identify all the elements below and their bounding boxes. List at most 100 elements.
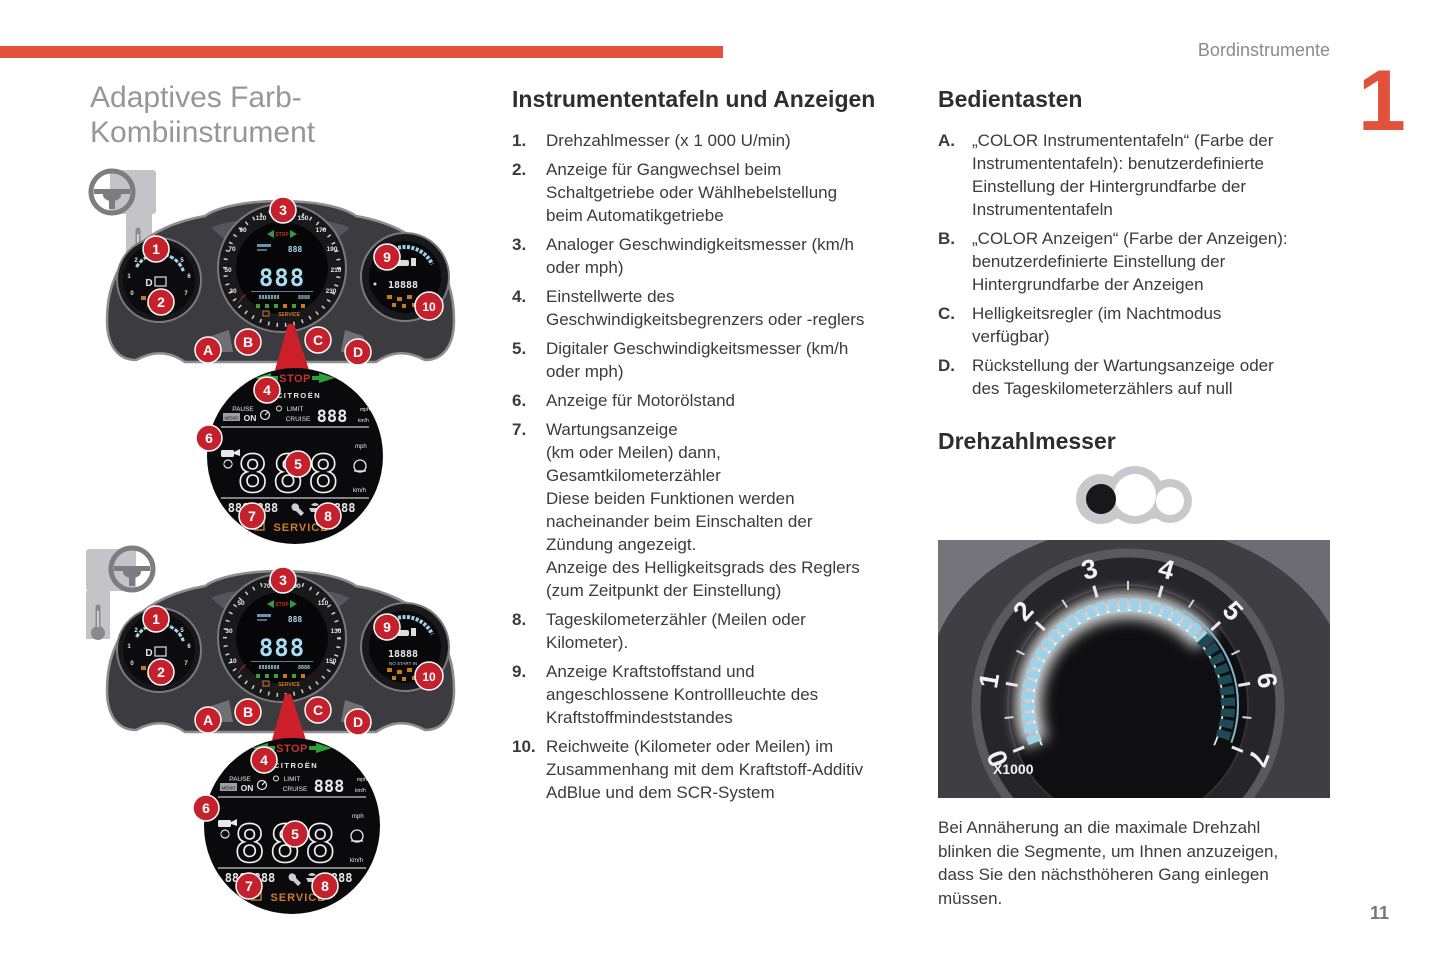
- cluster-pictogram-icon: [1076, 466, 1192, 524]
- central-display-zoom-night: STOP CITROËN PAUSE MEMO ON LIMIT CRUISE …: [192, 694, 380, 914]
- list-item: 7. Wartungsanzeige (km oder Meilen) dann,…: [512, 418, 912, 602]
- digital-speed-digits: 888: [237, 445, 343, 505]
- unit-mph: mph: [355, 444, 367, 450]
- svg-text:B: B: [243, 704, 253, 720]
- callout-badges: 1 2 3 9 10 A B C D: [142, 196, 444, 366]
- thermometer-icon: [91, 604, 105, 640]
- callout-7: 7: [238, 502, 266, 530]
- page-number: 11: [1370, 903, 1390, 923]
- housing-highlight-right: [1223, 540, 1330, 625]
- wrench-icon: [262, 310, 270, 317]
- cluster-pictogram-wrap: [938, 465, 1334, 534]
- callout-3: 3: [269, 566, 297, 594]
- list-item-number: 5.: [512, 339, 527, 358]
- steering-wheel-icon: [88, 168, 136, 216]
- list-item: B. „COLOR Anzeigen“ (Farbe der Anzeigen):…: [938, 227, 1334, 296]
- cluster-speedo-dial: 30 50 70 90 110 130 150 170 190 210 230 …: [217, 203, 347, 333]
- odometer-digits-small: 8888888: [258, 665, 279, 671]
- callout-2: 2: [147, 288, 175, 316]
- list-item-text: Einstellwerte des Geschwindigkeitsbegren…: [546, 287, 865, 329]
- list-item-text: Tageskilometerzähler (Meilen oder Kilome…: [546, 610, 806, 652]
- speed-tick-label: 110: [318, 600, 329, 607]
- rpm-tick-label: 0: [130, 291, 134, 297]
- range-digits: 18888: [388, 280, 418, 291]
- svg-text:5: 5: [291, 826, 299, 842]
- svg-text:2: 2: [157, 664, 165, 680]
- callout-8: 8: [311, 872, 339, 900]
- callout-C: C: [304, 696, 332, 724]
- svg-text:D: D: [353, 714, 363, 730]
- callout-8: 8: [314, 502, 342, 530]
- callout-6: 6: [192, 794, 220, 822]
- list-item-number: 3.: [512, 235, 527, 254]
- callout-A: A: [194, 336, 222, 364]
- major-ticks: [1005, 585, 1251, 753]
- rpm-tick-label: 2: [134, 258, 138, 264]
- top-accent-bar: [0, 46, 723, 58]
- stop-label: STOP: [275, 602, 289, 608]
- callout-5: 5: [284, 450, 312, 478]
- callout-3: 3: [269, 196, 297, 224]
- limiter-dial-icon: [259, 409, 271, 421]
- list-item-number: 7.: [512, 420, 527, 439]
- limit-label: LIMIT: [284, 776, 301, 783]
- callout-4: 4: [253, 376, 281, 404]
- cruise-limit-row: PAUSE MEMO ON LIMIT CRUISE 888 mph km/h: [223, 405, 370, 427]
- list-item-text: Helligkeitsregler (im Nachtmodus verfügb…: [972, 304, 1222, 346]
- fuel-gauge-arc: [375, 615, 435, 636]
- housing-highlight-left: [938, 540, 1048, 635]
- unit-kmh: km/h: [353, 488, 366, 494]
- rpm-tick-label: 5: [180, 258, 184, 264]
- speed-tick-label: 130: [331, 628, 342, 635]
- svg-text:8: 8: [324, 508, 332, 524]
- range-digits: 18888: [388, 649, 418, 660]
- cluster-rpm-dial: 0 1 2 3 4 5 6 7 D: [116, 607, 202, 693]
- speed-tick-label: 30: [229, 288, 237, 295]
- rpm-tick-label: 0: [130, 661, 134, 667]
- svg-text:3: 3: [279, 572, 287, 588]
- list-item-letter: D.: [938, 356, 955, 375]
- brand-label: CITROËN: [274, 761, 318, 770]
- list-item: 2. Anzeige für Gangwechsel beim Schaltget…: [512, 158, 912, 227]
- speed-tick-label: 90: [293, 583, 301, 590]
- callout-B: B: [234, 328, 262, 356]
- wrench-icon: [288, 873, 301, 886]
- wrench-icon: [262, 680, 270, 687]
- digital-speed-digits: 888: [234, 815, 340, 875]
- right-column: Bedientasten A. „COLOR Instrumententafeln…: [938, 86, 1334, 910]
- trip-digits-small: 8888: [298, 295, 310, 301]
- list-item: 1. Drehzahlmesser (x 1 000 U/min): [512, 129, 912, 152]
- list-item-text: Wartungsanzeige (km oder Meilen) dann, G…: [546, 420, 860, 600]
- callout-D: D: [344, 708, 372, 736]
- svg-text:6: 6: [205, 430, 213, 446]
- svg-text:7: 7: [248, 508, 256, 524]
- tachometer-caption: Bei Annäherung an die maximale Drehzahl …: [938, 818, 1279, 908]
- svg-text:6: 6: [202, 800, 210, 816]
- callout-5: 5: [281, 820, 309, 848]
- oil-level-icon: [218, 819, 237, 839]
- list-item-text: Rückstellung der Wartungsanzeige oder de…: [972, 356, 1274, 398]
- speed-tick-label: 90: [239, 227, 247, 234]
- unit-mph: mph: [357, 777, 367, 783]
- callout-B: B: [234, 698, 262, 726]
- left-arrow-icon: [267, 600, 274, 608]
- chapter-number: 1: [1358, 53, 1406, 149]
- limiter-bell-icon: [353, 459, 367, 473]
- breadcrumb: Bordinstrumente: [1197, 40, 1330, 60]
- right-arrow-icon: [316, 743, 332, 753]
- svg-text:7: 7: [245, 878, 253, 894]
- instrument-cluster-illustration-day: 0 1 2 3 4 5 6 7 D 30 50: [105, 196, 456, 366]
- steering-wheel-icon: [108, 545, 156, 593]
- section-heading-tachometer: Drehzahlmesser: [938, 428, 1116, 454]
- callout-2: 2: [147, 658, 175, 686]
- oil-level-icon: [221, 449, 240, 469]
- list-item-text: Digitaler Geschwindigkeitsmesser (km/h o…: [546, 339, 849, 381]
- list-item-text: Analoger Geschwindigkeitsmesser (km/h od…: [546, 235, 855, 277]
- right-arrow-icon: [319, 373, 335, 383]
- cruise-limit-row: PAUSE MEMO ON LIMIT CRUISE 888 mph km/h: [220, 775, 367, 797]
- speed-tick-label: 150: [326, 658, 337, 665]
- service-label-small: SERVICE: [278, 682, 301, 688]
- rpm-tick-label: 1: [127, 274, 131, 280]
- list-item: 3. Analoger Geschwindigkeitsmesser (km/h …: [512, 233, 912, 279]
